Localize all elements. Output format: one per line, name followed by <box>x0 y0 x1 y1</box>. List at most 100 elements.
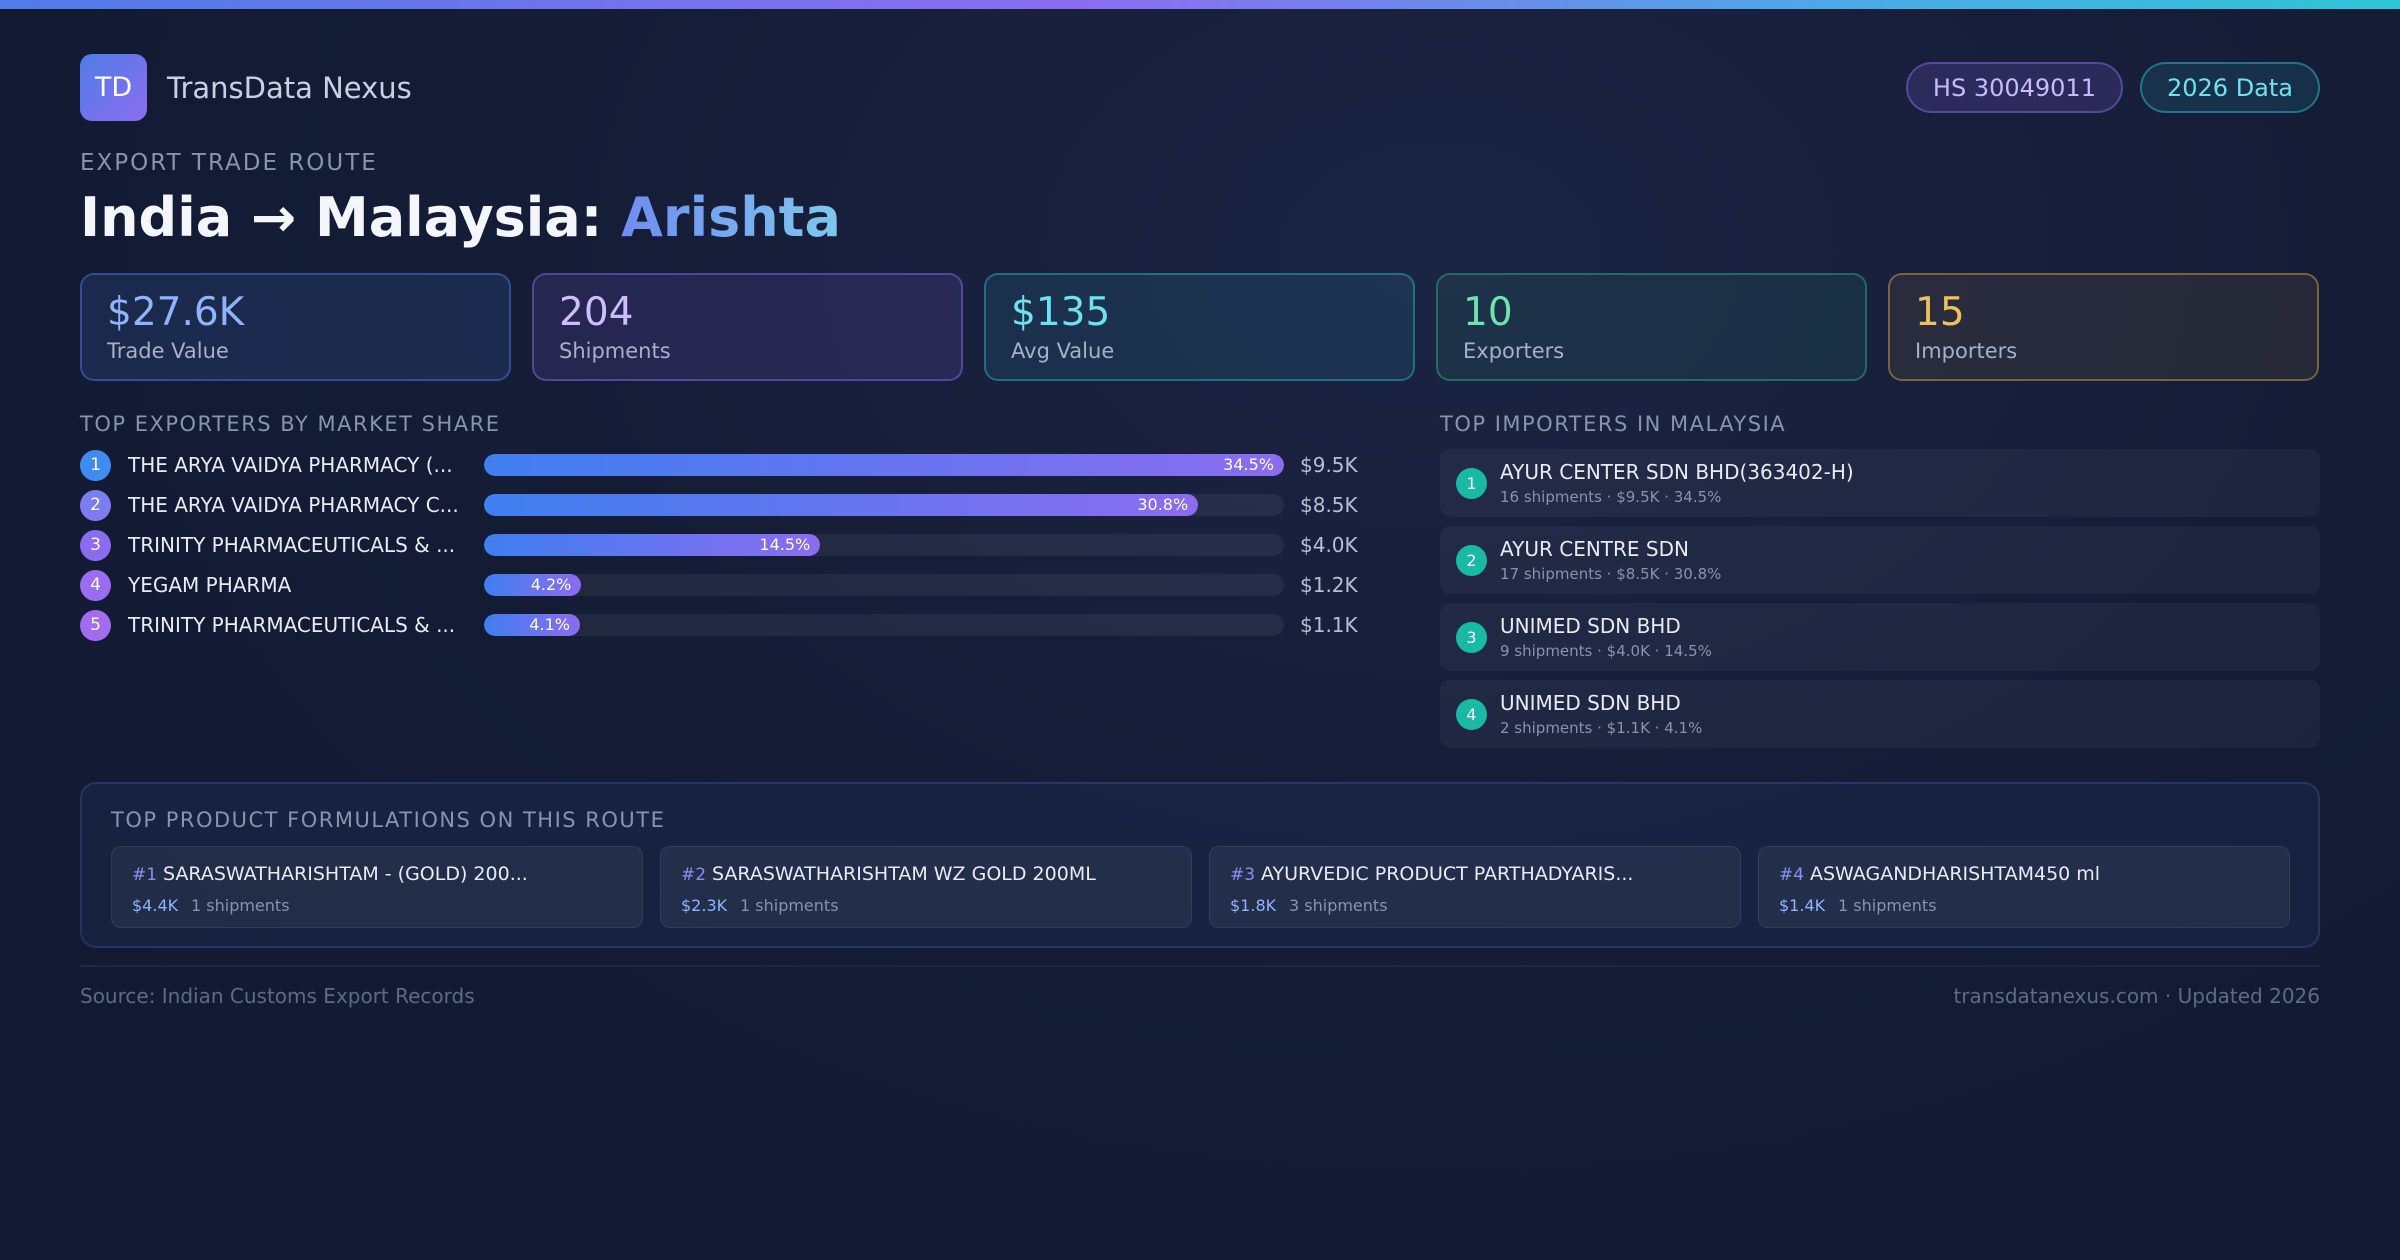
share-bar-fill: 4.2% <box>484 574 582 596</box>
importer-rank: 1 <box>1456 468 1487 499</box>
kpi-avg-value: $135 Avg Value <box>984 273 1415 381</box>
brand[interactable]: TD TransData Nexus <box>80 54 412 121</box>
product-shipments: 1 shipments <box>740 896 839 915</box>
top-accent-stripe <box>0 0 2400 9</box>
exporter-value: $1.1K <box>1300 613 1358 637</box>
share-bar-fill: 14.5% <box>484 534 821 556</box>
product-card[interactable]: #2 SARASWATHARISHTAM WZ GOLD 200ML $2.3K… <box>660 846 1192 928</box>
product-shipments: 1 shipments <box>1838 896 1937 915</box>
kpi-value: $27.6K <box>107 290 245 335</box>
title-route: India → Malaysia: <box>80 186 622 249</box>
product-cards: #1 SARASWATHARISHTAM - (GOLD) 200... $4.… <box>111 846 2293 928</box>
exporter-rank: 4 <box>80 569 111 601</box>
top-importers-section: TOP IMPORTERS IN MALAYSIA 1 AYUR CENTER … <box>1440 412 2320 748</box>
hs-code-badge: HS 30049011 <box>1905 62 2123 113</box>
products-heading: TOP PRODUCT FORMULATIONS ON THIS ROUTE <box>111 808 666 832</box>
kpi-label: Importers <box>1915 339 2018 363</box>
top-exporters-section: TOP EXPORTERS BY MARKET SHARE 1 THE ARYA… <box>80 412 1365 641</box>
exporter-rank: 5 <box>80 609 111 641</box>
share-bar-fill: 4.1% <box>484 614 580 636</box>
product-rank: #1 <box>132 865 158 885</box>
share-bar-track: 34.5% <box>484 454 1284 476</box>
exporter-row[interactable]: 5 TRINITY PHARMACEUTICALS & ... 4.1% $1.… <box>80 609 1365 641</box>
importer-rank: 4 <box>1456 699 1487 730</box>
share-bar-fill: 34.5% <box>484 454 1284 476</box>
share-bar-fill: 30.8% <box>484 494 1199 516</box>
kpi-importers: 15 Importers <box>1888 273 2319 381</box>
exporter-row[interactable]: 1 THE ARYA VAIDYA PHARMACY (... 34.5% $9… <box>80 449 1365 481</box>
kpi-value: 204 <box>559 290 634 335</box>
brand-logo: TD <box>80 54 147 121</box>
kpi-shipments: 204 Shipments <box>532 273 963 381</box>
exporter-row[interactable]: 4 YEGAM PHARMA 4.2% $1.2K <box>80 569 1365 601</box>
importer-card[interactable]: 3 UNIMED SDN BHD 9 shipments · $4.0K · 1… <box>1440 603 2320 671</box>
product-name: SARASWATHARISHTAM WZ GOLD 200ML <box>712 863 1096 885</box>
share-percent: 4.1% <box>529 615 570 634</box>
importer-card[interactable]: 1 AYUR CENTER SDN BHD(363402-H) 16 shipm… <box>1440 449 2320 517</box>
share-bar-track: 4.2% <box>484 574 1284 596</box>
exporters-heading: TOP EXPORTERS BY MARKET SHARE <box>80 412 501 436</box>
product-card[interactable]: #4 ASWAGANDHARISHTAM450 ml $1.4K 1 shipm… <box>1758 846 2290 928</box>
route-page: TD TransData Nexus HS 30049011 2026 Data… <box>80 0 2320 1260</box>
kpi-cards: $27.6K Trade Value 204 Shipments $135 Av… <box>80 273 2320 381</box>
exporter-value: $4.0K <box>1300 533 1358 557</box>
importer-name: UNIMED SDN BHD <box>1500 691 1681 715</box>
kpi-label: Avg Value <box>1011 339 1115 363</box>
share-bar-track: 30.8% <box>484 494 1284 516</box>
kpi-label: Trade Value <box>107 339 229 363</box>
data-year-badge: 2026 Data <box>2139 62 2320 113</box>
share-bar-track: 14.5% <box>484 534 1284 556</box>
share-percent: 30.8% <box>1137 495 1189 514</box>
kpi-value: $135 <box>1011 290 1111 335</box>
exporter-row[interactable]: 3 TRINITY PHARMACEUTICALS & ... 14.5% $4… <box>80 529 1365 561</box>
page-title: India → Malaysia: Arishta <box>80 186 841 249</box>
exporter-row[interactable]: 2 THE ARYA VAIDYA PHARMACY C... 30.8% $8… <box>80 489 1365 521</box>
importer-card[interactable]: 2 AYUR CENTRE SDN 17 shipments · $8.5K ·… <box>1440 526 2320 594</box>
product-value: $2.3K <box>681 896 728 915</box>
footer-source: Source: Indian Customs Export Records <box>80 984 475 1008</box>
product-card[interactable]: #3 AYURVEDIC PRODUCT PARTHADYARIS... $1.… <box>1209 846 1741 928</box>
exporter-name: YEGAM PHARMA <box>128 573 292 597</box>
share-percent: 14.5% <box>759 535 811 554</box>
exporter-rank: 1 <box>80 449 111 481</box>
importer-name: AYUR CENTER SDN BHD(363402-H) <box>1500 460 1854 484</box>
exporter-name: THE ARYA VAIDYA PHARMACY (... <box>128 453 453 477</box>
product-rank: #4 <box>1779 865 1805 885</box>
importer-rank: 3 <box>1456 622 1487 653</box>
importer-name: AYUR CENTRE SDN <box>1500 537 1689 561</box>
exporter-rank: 3 <box>80 529 111 561</box>
product-value: $4.4K <box>132 896 179 915</box>
footer-divider <box>80 965 2320 967</box>
importer-meta: 16 shipments · $9.5K · 34.5% <box>1500 488 1722 506</box>
kpi-value: 15 <box>1915 290 1965 335</box>
share-bar-track: 4.1% <box>484 614 1284 636</box>
kpi-trade-value: $27.6K Trade Value <box>80 273 511 381</box>
exporter-name: THE ARYA VAIDYA PHARMACY C... <box>128 493 458 517</box>
share-percent: 4.2% <box>530 575 572 594</box>
product-formulations-panel: TOP PRODUCT FORMULATIONS ON THIS ROUTE #… <box>80 782 2320 948</box>
brand-name: TransData Nexus <box>167 70 412 105</box>
importer-meta: 17 shipments · $8.5K · 30.8% <box>1500 565 1722 583</box>
product-name: AYURVEDIC PRODUCT PARTHADYARIS... <box>1261 863 1634 885</box>
product-value: $1.4K <box>1779 896 1826 915</box>
importer-card[interactable]: 4 UNIMED SDN BHD 2 shipments · $1.1K · 4… <box>1440 680 2320 748</box>
product-shipments: 3 shipments <box>1289 896 1388 915</box>
product-rank: #2 <box>681 865 707 885</box>
exporter-rank: 2 <box>80 489 111 521</box>
header-badges: HS 30049011 2026 Data <box>1905 62 2320 113</box>
product-shipments: 1 shipments <box>191 896 290 915</box>
product-rank: #3 <box>1230 865 1256 885</box>
exporter-name: TRINITY PHARMACEUTICALS & ... <box>128 533 456 557</box>
importer-meta: 2 shipments · $1.1K · 4.1% <box>1500 719 1703 737</box>
route-eyebrow: EXPORT TRADE ROUTE <box>80 150 378 176</box>
kpi-label: Exporters <box>1463 339 1565 363</box>
product-card[interactable]: #1 SARASWATHARISHTAM - (GOLD) 200... $4.… <box>111 846 643 928</box>
kpi-exporters: 10 Exporters <box>1436 273 1867 381</box>
kpi-value: 10 <box>1463 290 1513 335</box>
exporter-name: TRINITY PHARMACEUTICALS & ... <box>128 613 456 637</box>
share-percent: 34.5% <box>1223 455 1274 474</box>
exporter-value: $8.5K <box>1300 493 1358 517</box>
exporter-value: $9.5K <box>1300 453 1358 477</box>
footer-site-link[interactable]: transdatanexus.com · Updated 2026 <box>1953 984 2320 1008</box>
importer-meta: 9 shipments · $4.0K · 14.5% <box>1500 642 1712 660</box>
